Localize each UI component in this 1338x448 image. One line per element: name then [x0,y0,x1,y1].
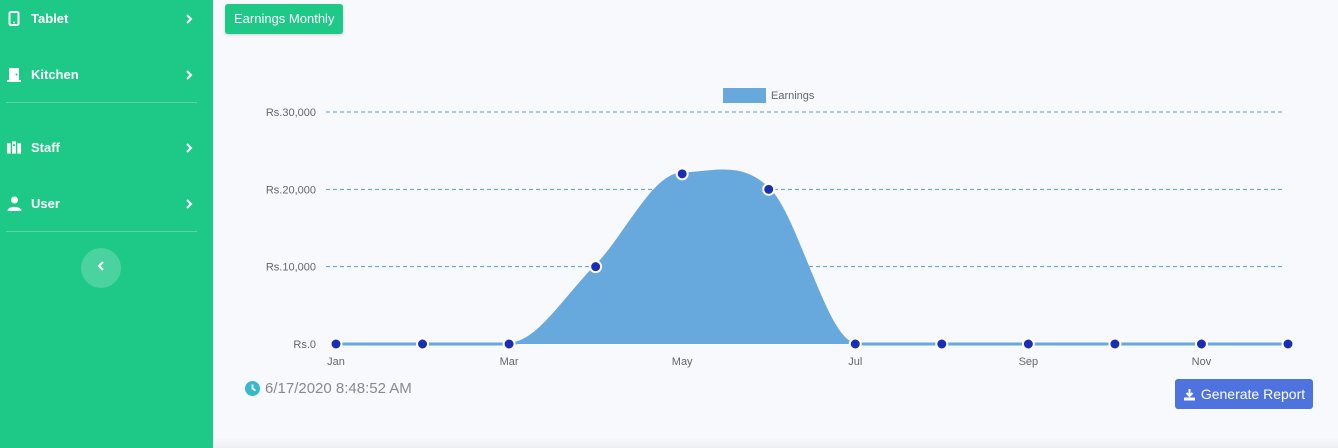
data-point [762,182,776,196]
sidebar-item-tablet[interactable]: Tablet [0,0,213,38]
chevron-right-icon [183,141,195,153]
sidebar-item-label: Tablet [31,10,69,26]
sidebar-collapse-button[interactable] [81,248,121,288]
content-bottom-edge [213,438,1338,448]
chevron-right-icon [183,12,195,24]
y-tick-label: Rs.10,000 [266,262,316,274]
data-point [935,337,949,351]
timestamp: 6/17/2020 8:48:52 AM [245,380,412,397]
download-icon [1183,388,1195,400]
kitchen-door-icon [6,66,22,82]
sidebar: Tablet Kitchen Staff User [0,0,213,448]
y-tick-label: Rs.0 [293,339,316,351]
sidebar-item-label: Staff [31,139,60,155]
chevron-left-icon [95,259,107,277]
y-tick-label: Rs.20,000 [266,184,316,196]
data-point [329,337,343,351]
data-point [1281,337,1295,351]
sidebar-item-label: User [31,195,60,211]
legend-label: Earnings [771,90,815,102]
sidebar-item-user[interactable]: User [0,183,213,223]
user-icon [6,195,22,211]
sidebar-item-staff[interactable]: Staff [0,127,213,167]
data-point [589,260,603,274]
data-point [675,167,689,181]
data-point [502,337,516,351]
chevron-right-icon [183,197,195,209]
x-tick-label: Jan [327,356,345,368]
sidebar-item-kitchen[interactable]: Kitchen [0,54,213,94]
tablet-icon [6,10,22,26]
x-tick-label: May [672,356,693,368]
earnings-monthly-badge: Earnings Monthly [225,4,344,34]
y-tick-label: Rs.30,000 [266,107,316,119]
x-tick-label: Jul [848,356,862,368]
chevron-right-icon [183,68,195,80]
data-point [1194,337,1208,351]
staff-icon [6,139,22,155]
main-content: Earnings Monthly Rs.0 Rs.10,000 Rs.20,000 R… [213,0,1338,448]
timestamp-text: 6/17/2020 8:48:52 AM [265,380,412,397]
x-tick-label: Mar [500,356,519,368]
earnings-chart: Rs.0 Rs.10,000 Rs.20,000 Rs.30,000 Jan Mar May… [266,88,1295,368]
x-tick-label: Nov [1192,356,1212,368]
data-point [848,337,862,351]
data-point [1108,337,1122,351]
sidebar-divider [6,231,197,232]
sidebar-divider [6,102,197,103]
legend-swatch [723,88,766,103]
data-point [416,337,430,351]
data-point [1021,337,1035,351]
generate-report-button[interactable]: Generate Report [1175,379,1313,409]
x-tick-label: Sep [1019,356,1039,368]
clock-icon [245,381,260,396]
generate-report-label: Generate Report [1200,386,1306,402]
sidebar-item-label: Kitchen [31,66,79,82]
earnings-area [336,170,1288,344]
